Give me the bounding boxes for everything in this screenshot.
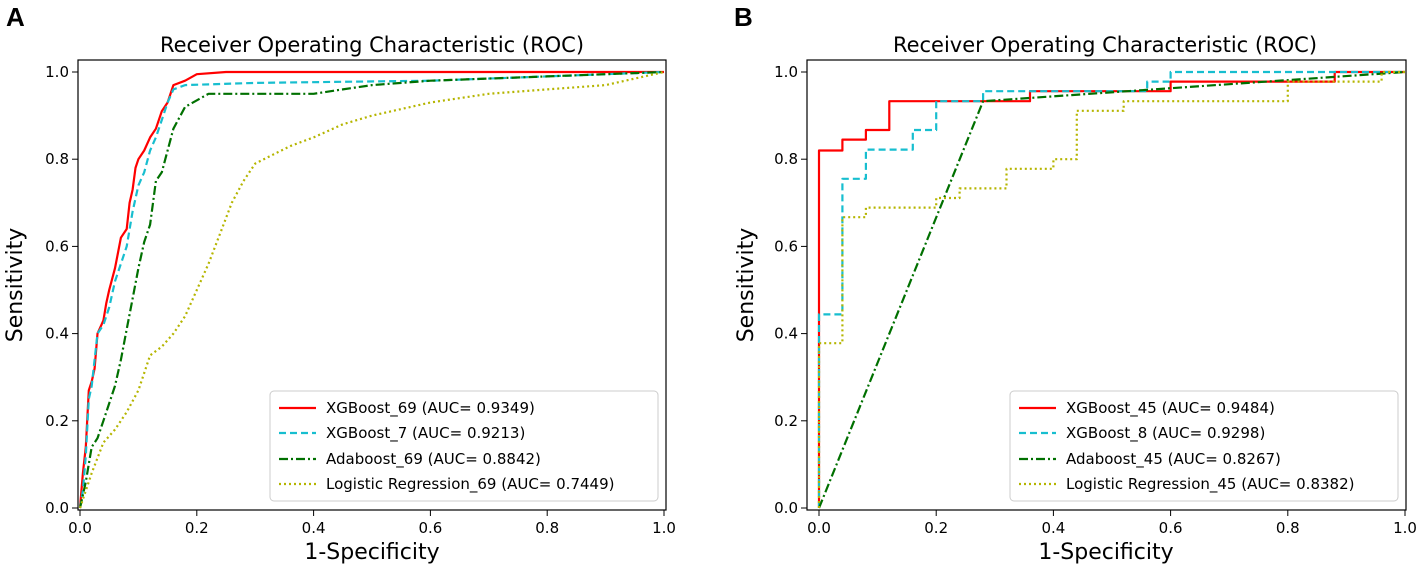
panel-a: A Receiver Operating Characteristic (ROC… <box>3 2 676 565</box>
x-tick-label-a-2: 0.4 <box>302 519 326 537</box>
y-axis-label-b: Sensitivity <box>734 228 759 343</box>
legend-box-a <box>269 390 659 502</box>
legend-a: XGBoost_69 (AUC= 0.9349) XGBoost_7 (AUC=… <box>269 390 659 502</box>
x-tick-label-b-5: 1.0 <box>1393 519 1417 537</box>
series-line-a-1 <box>78 70 665 509</box>
x-tick-label-a-0: 0.0 <box>68 519 92 537</box>
x-tick-label-b-2: 0.4 <box>1041 519 1065 537</box>
panel-label-b: B <box>734 2 753 32</box>
y-axis-ticks-a: 0.0 0.2 0.4 0.6 0.8 1.0 <box>45 63 78 517</box>
y-tick-label-b-5: 1.0 <box>774 63 798 81</box>
x-tick-label-b-3: 0.6 <box>1159 519 1183 537</box>
series-group-b <box>817 70 1406 509</box>
y-tick-label-a-3: 0.6 <box>45 237 69 255</box>
y-tick-label-a-2: 0.4 <box>45 325 69 343</box>
panel-b: B Receiver Operating Characteristic (ROC… <box>734 2 1417 565</box>
x-tick-label-a-1: 0.2 <box>185 519 209 537</box>
y-tick-label-a-5: 1.0 <box>45 63 69 81</box>
series-line-a-0 <box>78 70 664 509</box>
y-axis-ticks-b: 0.0 0.2 0.4 0.6 0.8 1.0 <box>774 63 807 517</box>
legend-entry-b-3: Logistic Regression_45 (AUC= 0.8382) <box>1066 475 1354 494</box>
y-tick-label-b-3: 0.6 <box>774 237 798 255</box>
x-tick-label-a-3: 0.6 <box>418 519 442 537</box>
y-tick-label-b-0: 0.0 <box>774 499 798 517</box>
legend-box-b <box>1009 390 1399 502</box>
series-line-b-1 <box>817 70 1405 508</box>
x-axis-ticks-b: 0.0 0.2 0.4 0.6 0.8 1.0 <box>807 510 1417 537</box>
y-tick-label-b-4: 0.8 <box>774 150 798 168</box>
chart-title-b: Receiver Operating Characteristic (ROC) <box>893 33 1317 57</box>
chart-title-a: Receiver Operating Characteristic (ROC) <box>160 33 584 57</box>
x-tick-label-b-0: 0.0 <box>807 519 831 537</box>
series-group-a <box>78 70 665 509</box>
legend-entry-b-1: XGBoost_8 (AUC= 0.9298) <box>1066 424 1265 443</box>
x-axis-label-a: 1-Specificity <box>304 540 439 565</box>
legend-entry-a-2: Adaboost_69 (AUC= 0.8842) <box>326 450 541 469</box>
panel-label-a: A <box>6 2 25 32</box>
x-tick-label-a-5: 1.0 <box>652 519 676 537</box>
x-tick-label-a-4: 0.8 <box>535 519 559 537</box>
series-line-b-2 <box>817 70 1406 509</box>
y-tick-label-a-4: 0.8 <box>45 150 69 168</box>
series-line-b-3 <box>817 70 1405 508</box>
legend-entry-a-3: Logistic Regression_69 (AUC= 0.7449) <box>326 475 614 494</box>
legend-b: XGBoost_45 (AUC= 0.9484) XGBoost_8 (AUC=… <box>1009 390 1399 502</box>
y-tick-label-a-1: 0.2 <box>45 412 69 430</box>
legend-entry-b-0: XGBoost_45 (AUC= 0.9484) <box>1066 399 1275 418</box>
legend-entry-a-1: XGBoost_7 (AUC= 0.9213) <box>326 424 525 443</box>
legend-entry-b-2: Adaboost_45 (AUC= 0.8267) <box>1066 450 1281 469</box>
y-tick-label-b-1: 0.2 <box>774 412 798 430</box>
plot-frame-b <box>806 59 1407 511</box>
x-axis-label-b: 1-Specificity <box>1038 540 1173 565</box>
series-line-a-2 <box>78 70 665 509</box>
x-axis-ticks-a: 0.0 0.2 0.4 0.6 0.8 1.0 <box>68 510 676 537</box>
y-axis-label-a: Sensitivity <box>3 228 28 343</box>
x-tick-label-b-4: 0.8 <box>1276 519 1300 537</box>
y-tick-label-b-2: 0.4 <box>774 325 798 343</box>
y-tick-label-a-0: 0.0 <box>45 499 69 517</box>
legend-entry-a-0: XGBoost_69 (AUC= 0.9349) <box>326 399 535 418</box>
plot-frame-a <box>77 59 667 511</box>
x-tick-label-b-1: 0.2 <box>924 519 948 537</box>
